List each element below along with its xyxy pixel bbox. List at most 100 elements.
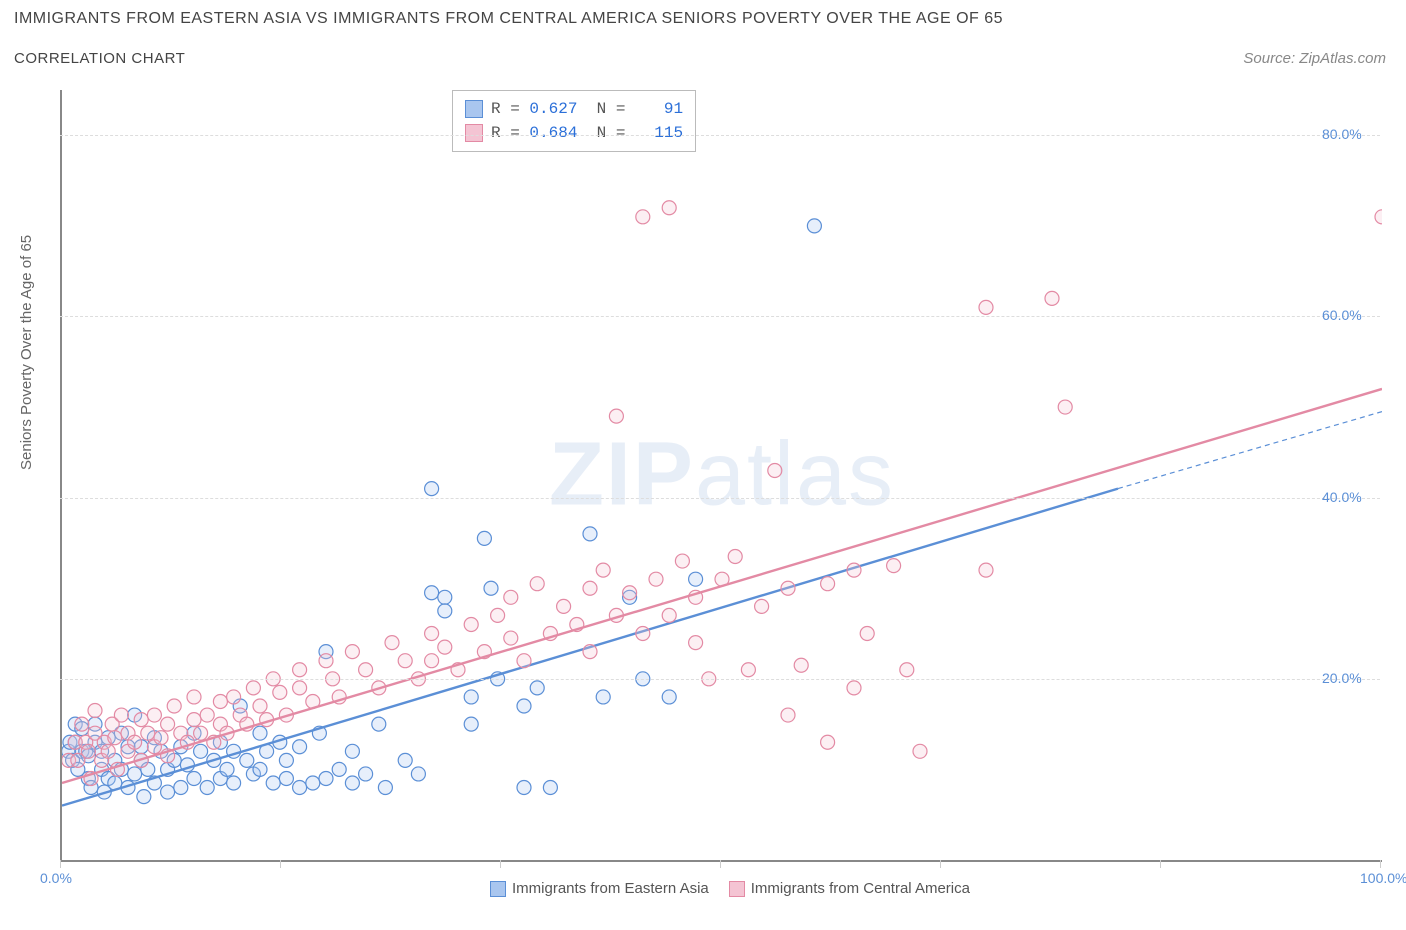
scatter-point (240, 717, 254, 731)
scatter-point (213, 694, 227, 708)
scatter-point (636, 627, 650, 641)
scatter-point (372, 717, 386, 731)
watermark-rest: atlas (695, 425, 895, 525)
scatter-point (174, 726, 188, 740)
scatter-point (79, 735, 93, 749)
scatter-point (88, 704, 102, 718)
scatter-point (134, 753, 148, 767)
scatter-point (781, 581, 795, 595)
scatter-point (504, 631, 518, 645)
scatter-point (253, 699, 267, 713)
scatter-point (81, 771, 95, 785)
scatter-point (75, 722, 89, 736)
scatter-point (97, 785, 111, 799)
scatter-point (398, 654, 412, 668)
scatter-point (180, 735, 194, 749)
scatter-point (227, 690, 241, 704)
scatter-point (662, 201, 676, 215)
scatter-point (220, 726, 234, 740)
scatter-point (75, 744, 89, 758)
scatter-point (84, 771, 98, 785)
scatter-point (62, 753, 76, 767)
scatter-point (108, 753, 122, 767)
scatter-point (1058, 400, 1072, 414)
scatter-point (596, 690, 610, 704)
scatter-point (411, 767, 425, 781)
scatter-point (359, 663, 373, 677)
scatter-point (913, 744, 927, 758)
scatter-point (312, 726, 326, 740)
scatter-point (121, 744, 135, 758)
scatter-point (174, 740, 188, 754)
watermark: ZIPatlas (549, 424, 895, 527)
scatter-point (200, 781, 214, 795)
scatter-point (306, 776, 320, 790)
scatter-point (345, 776, 359, 790)
scatter-point (207, 735, 221, 749)
scatter-point (279, 708, 293, 722)
scatter-point (781, 708, 795, 722)
scatter-point (233, 708, 247, 722)
scatter-point (821, 577, 835, 591)
scatter-point (887, 559, 901, 573)
corr-n-value: 115 (635, 121, 683, 145)
scatter-point (596, 563, 610, 577)
scatter-point (154, 744, 168, 758)
scatter-point (134, 713, 148, 727)
trend-line (62, 489, 1118, 806)
scatter-point (689, 636, 703, 650)
scatter-point (398, 753, 412, 767)
scatter-point (609, 409, 623, 423)
scatter-point (491, 608, 505, 622)
scatter-point (715, 572, 729, 586)
scatter-point (84, 781, 98, 795)
y-axis-label: Seniors Poverty Over the Age of 65 (18, 235, 35, 470)
grid-line-h (60, 498, 1380, 499)
scatter-point (147, 731, 161, 745)
scatter-point (227, 776, 241, 790)
trend-line-dash (1118, 412, 1382, 489)
scatter-point (345, 645, 359, 659)
scatter-point (213, 717, 227, 731)
corr-r-label: R = (491, 100, 520, 118)
scatter-point (378, 781, 392, 795)
scatter-point (293, 740, 307, 754)
scatter-point (1375, 210, 1382, 224)
corr-swatch (465, 100, 483, 118)
scatter-point (517, 699, 531, 713)
scatter-point (88, 717, 102, 731)
scatter-point (583, 581, 597, 595)
scatter-point (194, 726, 208, 740)
scatter-point (821, 735, 835, 749)
scatter-point (1045, 291, 1059, 305)
scatter-point (95, 753, 109, 767)
scatter-point (345, 744, 359, 758)
scatter-point (220, 762, 234, 776)
scatter-point (88, 726, 102, 740)
scatter-point (253, 762, 267, 776)
scatter-point (530, 577, 544, 591)
scatter-point (279, 771, 293, 785)
scatter-point (68, 735, 82, 749)
corr-r-label: R = (491, 124, 520, 142)
scatter-point (174, 781, 188, 795)
scatter-point (425, 627, 439, 641)
scatter-point (260, 744, 274, 758)
scatter-point (583, 645, 597, 659)
scatter-point (187, 690, 201, 704)
y-tick-label: 80.0% (1322, 126, 1362, 142)
scatter-point (260, 713, 274, 727)
grid-line-h (60, 135, 1380, 136)
corr-row: R = 0.684 N = 115 (465, 121, 683, 145)
scatter-point (623, 586, 637, 600)
scatter-point (530, 681, 544, 695)
watermark-bold: ZIP (549, 425, 695, 525)
source-attribution: Source: ZipAtlas.com (1243, 50, 1386, 67)
scatter-point (167, 699, 181, 713)
corr-n-label: N = (597, 124, 626, 142)
x-tick-mark (500, 860, 501, 868)
scatter-point (623, 590, 637, 604)
scatter-point (147, 708, 161, 722)
scatter-point (649, 572, 663, 586)
corr-row: R = 0.627 N = 91 (465, 97, 683, 121)
